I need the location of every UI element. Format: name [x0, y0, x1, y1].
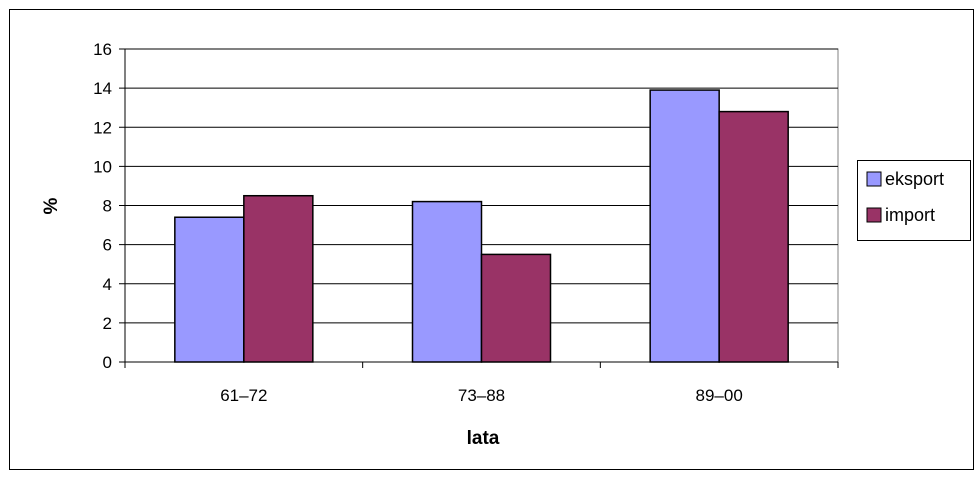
y-axis-title: %	[41, 197, 62, 214]
bar-eksport-1	[411, 200, 483, 363]
bar-import-2	[718, 110, 789, 363]
legend-swatch-eksport	[866, 171, 882, 187]
legend: eksport import	[857, 160, 971, 241]
y-tick-label: 12	[93, 118, 112, 137]
y-axis-ticks: 0 2 4 6 8 10 12 14 16	[93, 40, 125, 372]
y-tick-label: 0	[103, 353, 112, 372]
x-axis-ticks: 61–72 73–88 89–00	[124, 362, 839, 405]
x-tick-label: 89–00	[696, 386, 743, 405]
x-axis-title: lata	[467, 428, 500, 449]
y-tick-label: 10	[93, 157, 112, 176]
legend-label-eksport: eksport	[885, 169, 944, 189]
bar-eksport-0	[174, 216, 245, 363]
y-tick-label: 2	[103, 314, 112, 333]
x-tick-label: 73–88	[458, 386, 505, 405]
y-tick-label: 6	[103, 236, 112, 255]
bars	[174, 89, 789, 363]
bar-import-0	[243, 194, 314, 363]
y-tick-label: 14	[93, 79, 112, 98]
legend-label-import: import	[885, 205, 935, 225]
y-tick-label: 8	[103, 197, 112, 216]
bar-import-1	[480, 253, 552, 363]
y-tick-label: 16	[93, 40, 112, 59]
x-tick-label: 61–72	[220, 386, 267, 405]
legend-swatch-import	[866, 207, 882, 223]
bar-eksport-2	[649, 89, 720, 363]
y-tick-label: 4	[103, 275, 112, 294]
